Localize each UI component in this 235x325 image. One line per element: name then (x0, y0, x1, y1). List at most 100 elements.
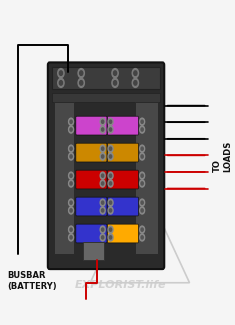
Bar (54, 102, 74, 254)
Circle shape (141, 155, 143, 158)
Circle shape (69, 207, 74, 214)
Bar (135, 102, 158, 254)
Circle shape (140, 207, 145, 214)
Circle shape (100, 126, 105, 133)
Circle shape (102, 128, 104, 131)
Circle shape (100, 199, 105, 206)
Circle shape (69, 180, 74, 187)
Bar (52, 67, 160, 89)
Circle shape (110, 182, 112, 185)
Circle shape (69, 145, 74, 152)
Circle shape (100, 207, 105, 214)
Circle shape (141, 228, 143, 231)
Text: BUSBAR
(BATTERY): BUSBAR (BATTERY) (7, 271, 56, 291)
Circle shape (58, 69, 64, 78)
Circle shape (70, 182, 72, 185)
Circle shape (69, 226, 74, 233)
FancyBboxPatch shape (76, 143, 107, 162)
Circle shape (110, 228, 112, 231)
Bar (83, 242, 104, 260)
Circle shape (134, 71, 137, 75)
Circle shape (108, 172, 113, 179)
Circle shape (114, 81, 117, 85)
Circle shape (110, 201, 112, 204)
Circle shape (110, 236, 112, 239)
Circle shape (100, 180, 105, 187)
Circle shape (140, 145, 145, 152)
Circle shape (69, 172, 74, 179)
Circle shape (78, 69, 84, 78)
FancyBboxPatch shape (76, 224, 107, 243)
Circle shape (59, 71, 63, 75)
Text: TO
LOADS: TO LOADS (213, 140, 233, 172)
FancyBboxPatch shape (107, 170, 138, 189)
Circle shape (141, 201, 143, 204)
Circle shape (58, 78, 64, 87)
Circle shape (102, 228, 104, 231)
Circle shape (70, 228, 72, 231)
Circle shape (100, 226, 105, 233)
Circle shape (100, 153, 105, 160)
Circle shape (69, 153, 74, 160)
Circle shape (100, 234, 105, 241)
Circle shape (110, 147, 112, 150)
Circle shape (100, 172, 105, 179)
Circle shape (108, 226, 113, 233)
Circle shape (78, 78, 84, 87)
Circle shape (108, 118, 113, 125)
Circle shape (108, 180, 113, 187)
Circle shape (140, 226, 145, 233)
Circle shape (102, 236, 104, 239)
Circle shape (110, 209, 112, 212)
Circle shape (108, 153, 113, 160)
Circle shape (110, 128, 112, 131)
Circle shape (69, 199, 74, 206)
Circle shape (140, 199, 145, 206)
Circle shape (108, 199, 113, 206)
Circle shape (112, 69, 118, 78)
Circle shape (102, 201, 104, 204)
Circle shape (110, 155, 112, 158)
FancyBboxPatch shape (107, 143, 138, 162)
Circle shape (141, 120, 143, 123)
Circle shape (108, 234, 113, 241)
Circle shape (102, 182, 104, 185)
Circle shape (140, 234, 145, 241)
Circle shape (108, 145, 113, 152)
Circle shape (141, 147, 143, 150)
Circle shape (70, 174, 72, 177)
Circle shape (132, 69, 138, 78)
Circle shape (112, 78, 118, 87)
Circle shape (69, 126, 74, 133)
Circle shape (70, 155, 72, 158)
Circle shape (70, 120, 72, 123)
Text: EXPLORIST.life: EXPLORIST.life (74, 280, 166, 290)
Circle shape (140, 126, 145, 133)
Circle shape (141, 209, 143, 212)
Circle shape (69, 234, 74, 241)
Circle shape (70, 128, 72, 131)
Circle shape (70, 209, 72, 212)
Circle shape (141, 128, 143, 131)
Circle shape (59, 81, 63, 85)
Circle shape (140, 180, 145, 187)
FancyBboxPatch shape (48, 62, 164, 269)
Circle shape (80, 81, 83, 85)
Circle shape (108, 126, 113, 133)
Bar (52, 93, 160, 102)
Circle shape (102, 120, 104, 123)
Circle shape (140, 153, 145, 160)
FancyBboxPatch shape (107, 116, 138, 135)
Circle shape (102, 209, 104, 212)
Circle shape (140, 118, 145, 125)
FancyBboxPatch shape (76, 170, 107, 189)
Circle shape (140, 172, 145, 179)
Circle shape (70, 147, 72, 150)
Circle shape (80, 71, 83, 75)
Circle shape (100, 118, 105, 125)
Circle shape (70, 236, 72, 239)
Circle shape (110, 120, 112, 123)
Circle shape (114, 71, 117, 75)
FancyBboxPatch shape (76, 197, 107, 216)
Circle shape (141, 182, 143, 185)
